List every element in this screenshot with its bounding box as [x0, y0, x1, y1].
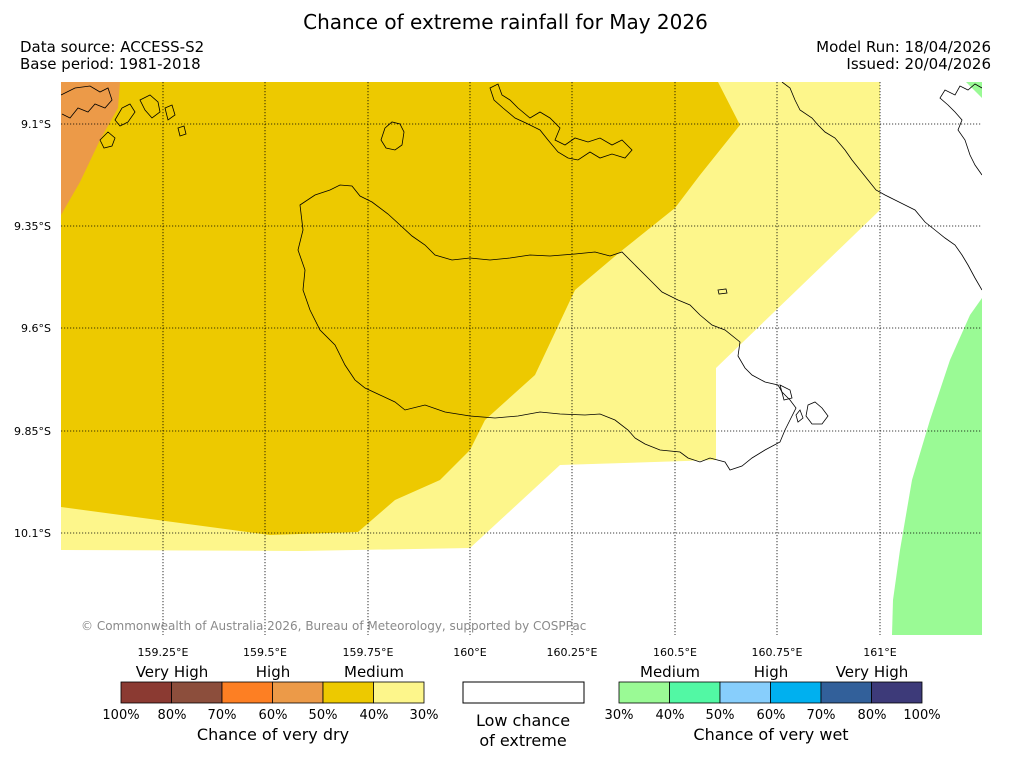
legend-dry-swatch [373, 681, 425, 704]
region-wet-30-40-right [892, 298, 982, 635]
legend-dry-tick: 50% [309, 708, 338, 723]
lat-label: 9.1°S [21, 118, 51, 131]
lon-label: 161°E [863, 646, 896, 659]
legend-dry-tick: 70% [208, 708, 237, 723]
legend-dry-tick: 60% [259, 708, 288, 723]
legend-wet-swatch [669, 681, 721, 704]
map-area [61, 82, 982, 635]
legend-wet-tick: 70% [807, 708, 836, 723]
header-left: Data source: ACCESS-S2 Base period: 1981… [20, 39, 204, 73]
legend-wet-swatch [770, 681, 822, 704]
lat-label: 9.6°S [21, 322, 51, 335]
lon-label: 159.25°E [138, 646, 189, 659]
guadalcanal-coast [297, 184, 797, 471]
legend-dry-category: Very High [136, 663, 209, 681]
legend-wet-caption: Chance of very wet [693, 725, 848, 744]
lon-label: 160.5°E [653, 646, 697, 659]
lon-label: 159.75°E [343, 646, 394, 659]
lon-label: 160.75°E [752, 646, 803, 659]
legend-wet-tick: 30% [605, 708, 634, 723]
legend-dry-swatch [120, 681, 172, 704]
chart-title: Chance of extreme rainfall for May 2026 [303, 10, 708, 34]
legend-dry-swatch [322, 681, 374, 704]
legend-wet-tick: 80% [858, 708, 887, 723]
data-source-text: Data source: ACCESS-S2 [20, 38, 205, 56]
lon-label: 159.5°E [243, 646, 287, 659]
legend-dry-swatch [171, 681, 223, 704]
lat-label: 9.85°S [14, 425, 51, 438]
legend-dry-tick: 80% [158, 708, 187, 723]
legend-wet-category: Medium [640, 663, 700, 681]
legend-dry-category: Medium [344, 663, 404, 681]
region-dry-50-60 [61, 82, 120, 215]
legend-wet-tick: 40% [656, 708, 685, 723]
legend-dry-caption: Chance of very dry [197, 725, 349, 744]
graticule [61, 82, 982, 635]
legend-wet-swatch [871, 681, 923, 704]
longitude-labels: 159.25°E 159.5°E 159.75°E 160°E 160.25°E… [138, 646, 897, 659]
header-right: Model Run: 18/04/2026 Issued: 20/04/2026 [816, 39, 991, 73]
florida-islands-coast [489, 83, 633, 161]
legend-dry-category: High [256, 663, 290, 681]
issued-text: Issued: 20/04/2026 [846, 55, 991, 73]
legend-wet-tick: 50% [706, 708, 735, 723]
malaita-coast [781, 82, 982, 291]
lat-label: 9.35°S [14, 220, 51, 233]
savo-island-coast [380, 121, 405, 151]
legend-low-line1: Low chance [476, 711, 570, 730]
legend-low: Low chance of extreme [462, 681, 585, 750]
legend-wet: Medium High Very High 30% 40% 50% 60% 70… [605, 663, 941, 744]
legend-dry-swatch [221, 681, 273, 704]
legend-low-swatch [462, 681, 585, 704]
legend-wet-tick: 100% [903, 708, 940, 723]
legend-dry-tick: 100% [102, 708, 139, 723]
legend-dry-tick: 30% [410, 708, 439, 723]
russell-islands-coast [61, 85, 187, 149]
legend-wet-swatch [719, 681, 771, 704]
model-run-text: Model Run: 18/04/2026 [816, 38, 991, 56]
lat-label: 10.1°S [14, 527, 51, 540]
ngella-small-islands [717, 288, 829, 425]
legend-low-line2: of extreme [479, 731, 566, 750]
lon-label: 160.25°E [547, 646, 598, 659]
legend-dry-swatches [120, 681, 425, 704]
legend-wet-category: Very High [836, 663, 909, 681]
region-dry-40-50 [61, 82, 740, 535]
lon-label: 160°E [453, 646, 486, 659]
legend-wet-swatch [618, 681, 670, 704]
base-period-text: Base period: 1981-2018 [20, 55, 201, 73]
legend-wet-swatches [618, 681, 923, 704]
legend-wet-category: High [754, 663, 788, 681]
legend-dry-tick: 40% [360, 708, 389, 723]
legend-wet-swatch [820, 681, 872, 704]
legend-dry: Very High High Medium 100% 80% 70% 60% 5… [102, 663, 438, 744]
legend-dry-swatch [272, 681, 324, 704]
latitude-labels: 9.1°S 9.35°S 9.6°S 9.85°S 10.1°S [14, 118, 51, 540]
coastlines [61, 82, 982, 471]
legend-wet-tick: 60% [757, 708, 786, 723]
copyright-notice: © Commonwealth of Australia 2026, Bureau… [81, 619, 587, 633]
